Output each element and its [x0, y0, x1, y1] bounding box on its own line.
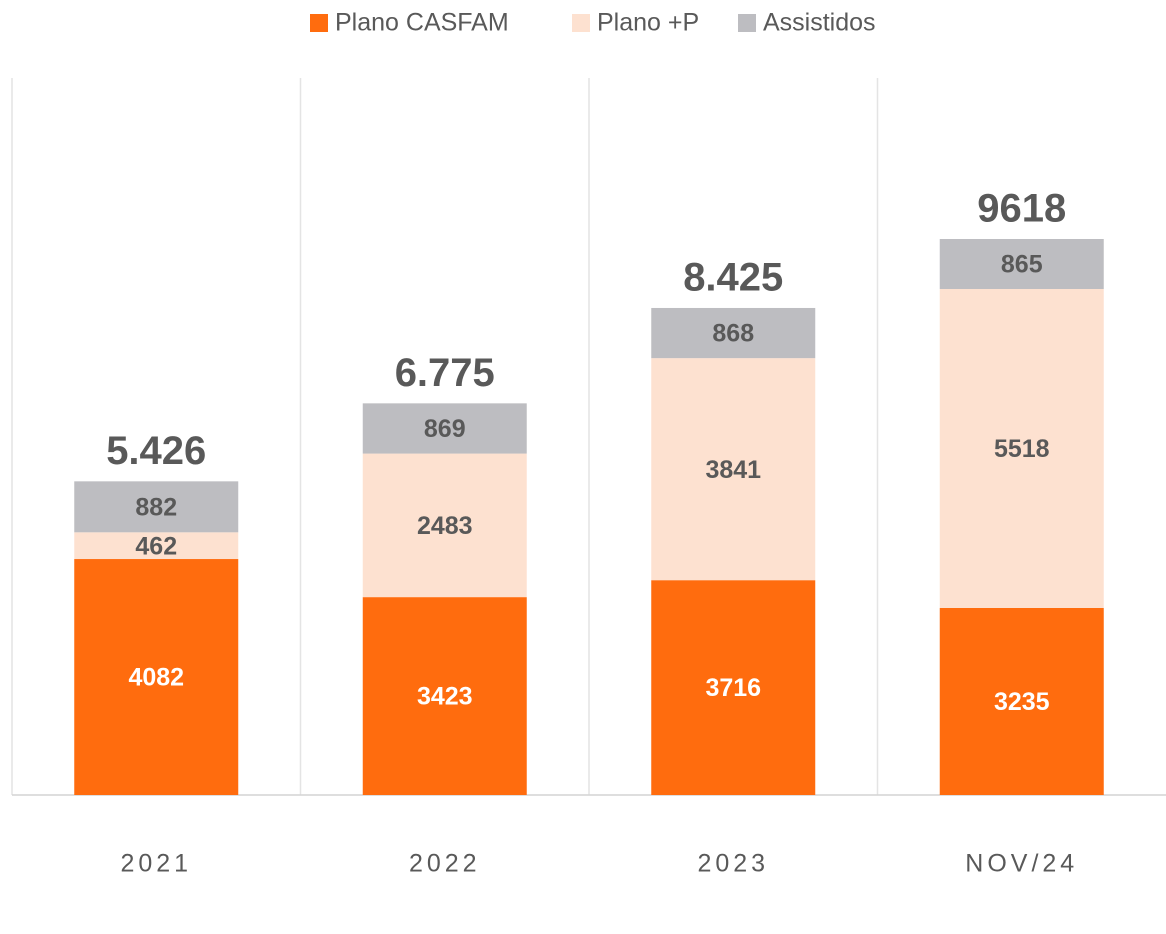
data-label: 4082 — [128, 664, 184, 692]
legend-swatch — [572, 14, 590, 32]
legend-swatch — [310, 14, 328, 32]
data-label: 869 — [424, 415, 466, 443]
total-label: 6.775 — [395, 351, 495, 395]
x-tick-label: 2022 — [409, 850, 481, 878]
legend-label: Assistidos — [763, 9, 876, 37]
total-label: 9618 — [977, 187, 1066, 231]
legend-swatch — [738, 14, 756, 32]
bar-segment — [362, 453, 527, 598]
data-label: 2483 — [417, 512, 473, 540]
bar-segment — [939, 289, 1104, 608]
legend-label: Plano +P — [597, 9, 699, 37]
data-label: 3423 — [417, 683, 473, 711]
bar-segment — [74, 559, 239, 795]
data-label: 3841 — [705, 456, 761, 484]
data-label: 3716 — [705, 674, 761, 702]
legend-label: Plano CASFAM — [335, 9, 509, 37]
bar-segment — [74, 481, 239, 533]
x-tick-label: 2021 — [120, 850, 192, 878]
bar-segment — [362, 597, 527, 795]
data-label: 5518 — [994, 435, 1050, 463]
total-label: 8.425 — [683, 256, 783, 300]
data-label: 868 — [712, 320, 754, 348]
data-label: 462 — [135, 532, 177, 560]
bar-segment — [651, 307, 816, 359]
bar-segment — [74, 532, 239, 560]
x-tick-label: NOV/24 — [965, 850, 1078, 878]
data-label: 3235 — [994, 688, 1050, 716]
bar-segment — [362, 403, 527, 454]
bar-segment — [651, 580, 816, 795]
bar-segment — [651, 358, 816, 581]
total-label: 5.426 — [106, 429, 206, 473]
x-tick-label: 2023 — [697, 850, 769, 878]
data-label: 882 — [135, 493, 177, 521]
bar-segment — [939, 607, 1104, 795]
data-label: 865 — [1001, 251, 1043, 279]
bar-segment — [939, 239, 1104, 290]
